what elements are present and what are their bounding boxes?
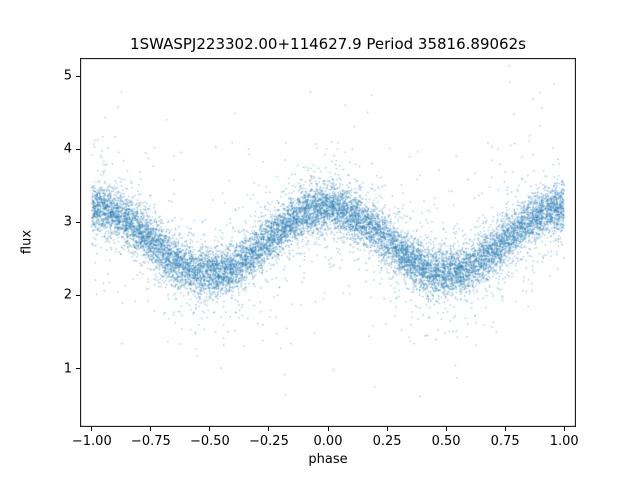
y-tick-label: 4 [63, 141, 72, 157]
y-tick-label: 3 [63, 214, 72, 230]
y-tick-mark [76, 148, 80, 150]
x-tick-label: −0.50 [189, 434, 230, 449]
x-tick-label: −0.75 [130, 434, 171, 449]
x-tick-mark [209, 427, 211, 431]
y-tick-label: 5 [63, 68, 72, 84]
y-tick-mark [76, 221, 80, 223]
y-tick-label: 2 [63, 287, 72, 303]
x-tick-label: 1.00 [549, 434, 579, 449]
x-axis-label: phase [308, 452, 348, 467]
x-tick-mark [327, 427, 329, 431]
x-tick-mark [386, 427, 388, 431]
x-tick-mark [445, 427, 447, 431]
scatter-plot-area [80, 58, 576, 427]
x-tick-mark [268, 427, 270, 431]
y-tick-mark [76, 294, 80, 296]
x-tick-mark [504, 427, 506, 431]
x-tick-label: 0.75 [490, 434, 520, 449]
x-tick-label: −1.00 [71, 434, 112, 449]
x-tick-mark [563, 427, 565, 431]
y-tick-mark [76, 75, 80, 77]
x-tick-mark [91, 427, 93, 431]
y-tick-mark [76, 368, 80, 370]
chart-title: 1SWASPJ223302.00+114627.9 Period 35816.8… [130, 35, 526, 53]
x-tick-label: 0.25 [372, 434, 402, 449]
x-tick-label: −0.25 [249, 434, 289, 449]
y-axis-label: flux [19, 229, 35, 255]
x-tick-mark [150, 427, 152, 431]
x-tick-label: 0.00 [313, 434, 343, 449]
y-tick-label: 1 [63, 361, 72, 377]
x-tick-label: 0.50 [431, 434, 461, 449]
